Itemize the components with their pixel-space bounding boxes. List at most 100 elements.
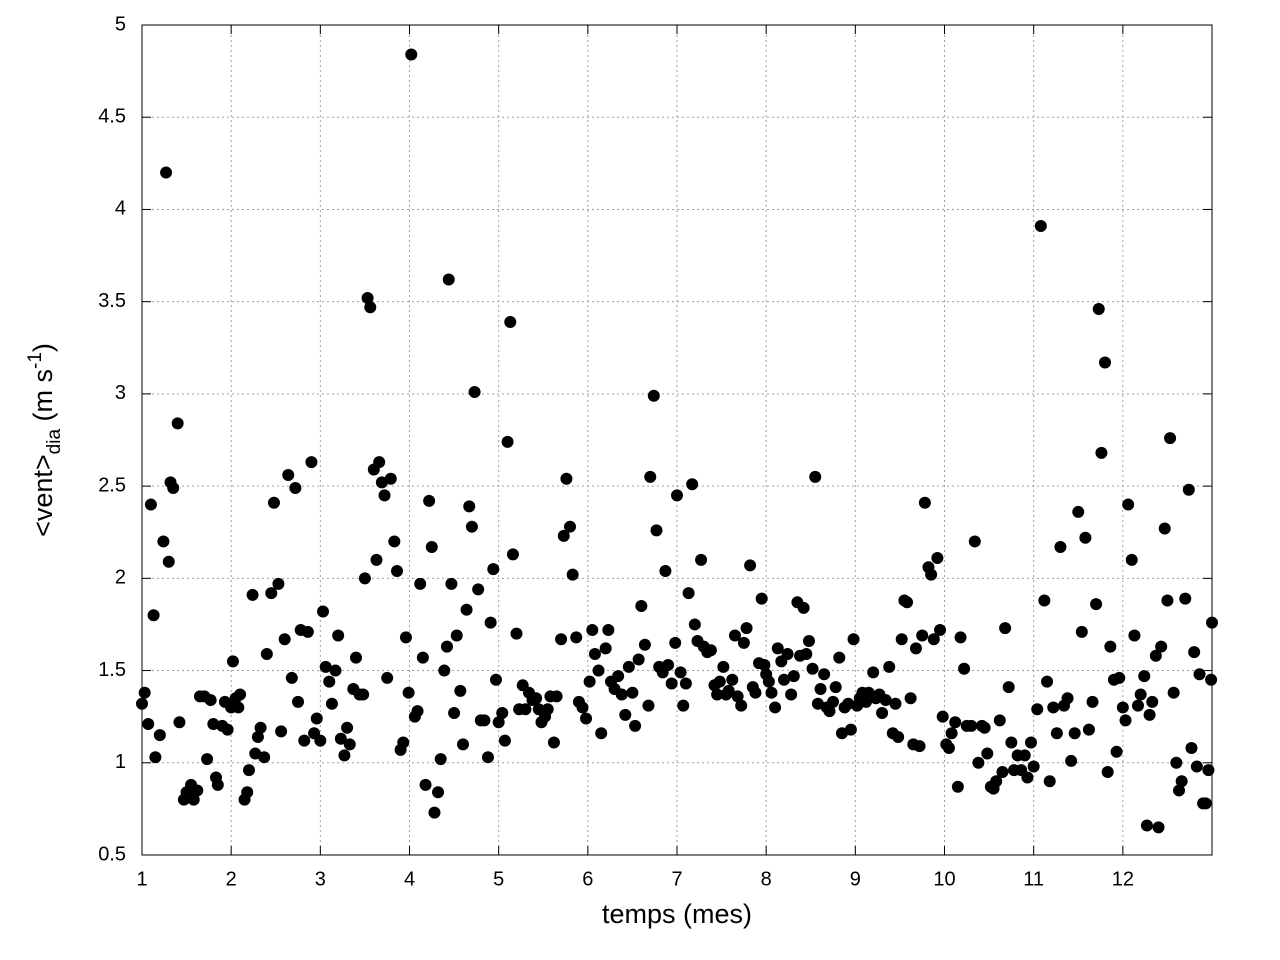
data-point bbox=[373, 456, 386, 469]
data-point bbox=[599, 642, 612, 655]
data-point bbox=[468, 386, 481, 399]
data-point bbox=[272, 577, 285, 590]
data-point bbox=[602, 623, 615, 636]
data-point bbox=[647, 389, 660, 402]
data-point bbox=[586, 623, 599, 636]
data-point bbox=[144, 498, 157, 511]
data-point bbox=[191, 784, 204, 797]
data-point bbox=[1185, 742, 1198, 755]
data-point bbox=[671, 489, 683, 502]
y-label-unit: (m s bbox=[28, 369, 58, 429]
data-point bbox=[785, 688, 798, 701]
y-tick-label: 3.5 bbox=[98, 290, 126, 312]
data-point bbox=[1043, 775, 1056, 788]
data-point bbox=[1065, 754, 1078, 767]
points bbox=[136, 48, 1218, 834]
data-point bbox=[827, 695, 840, 708]
data-point bbox=[211, 778, 224, 791]
data-point bbox=[1110, 745, 1123, 758]
data-point bbox=[1082, 723, 1095, 736]
data-point bbox=[1167, 686, 1180, 699]
data-point bbox=[338, 749, 351, 762]
data-point bbox=[472, 583, 485, 596]
data-point bbox=[1079, 531, 1092, 544]
data-point bbox=[1116, 701, 1129, 714]
data-point bbox=[802, 635, 815, 648]
data-point bbox=[419, 778, 432, 791]
data-point bbox=[762, 675, 775, 688]
data-point bbox=[1086, 695, 1099, 708]
y-tick-label: 5 bbox=[115, 13, 126, 35]
data-point bbox=[728, 629, 741, 642]
data-point bbox=[800, 647, 813, 660]
data-point bbox=[1138, 670, 1151, 683]
data-point bbox=[650, 524, 663, 537]
data-point bbox=[397, 736, 410, 749]
data-point bbox=[669, 636, 682, 649]
data-point bbox=[267, 496, 280, 509]
data-point bbox=[405, 48, 418, 61]
data-point bbox=[319, 660, 332, 673]
data-point bbox=[1104, 640, 1117, 653]
data-point bbox=[160, 166, 173, 179]
data-point bbox=[913, 740, 926, 753]
data-point bbox=[1101, 766, 1114, 778]
data-point bbox=[305, 456, 318, 469]
data-point bbox=[704, 644, 717, 657]
data-point bbox=[1179, 592, 1192, 605]
data-point bbox=[954, 631, 967, 644]
data-point bbox=[149, 751, 162, 764]
data-point bbox=[1161, 594, 1174, 607]
data-point bbox=[370, 553, 383, 566]
data-point bbox=[411, 705, 424, 718]
data-point bbox=[592, 664, 605, 677]
data-point bbox=[207, 718, 220, 731]
data-point bbox=[570, 631, 583, 644]
data-point bbox=[814, 683, 827, 695]
data-point bbox=[1146, 695, 1159, 708]
data-point bbox=[860, 695, 873, 708]
data-point bbox=[243, 764, 255, 777]
data-point bbox=[350, 651, 362, 664]
data-point bbox=[357, 688, 370, 701]
data-point bbox=[332, 629, 345, 642]
data-point bbox=[454, 684, 467, 697]
data-point bbox=[677, 699, 690, 712]
data-point bbox=[659, 564, 672, 577]
data-point bbox=[879, 694, 892, 707]
data-point bbox=[560, 472, 573, 485]
data-point bbox=[425, 540, 438, 553]
data-point bbox=[434, 753, 447, 766]
data-point bbox=[619, 708, 632, 721]
data-point bbox=[936, 710, 949, 723]
data-point bbox=[958, 662, 971, 675]
data-point bbox=[241, 786, 254, 799]
data-point bbox=[1119, 714, 1132, 727]
data-point bbox=[1170, 756, 1183, 769]
data-point bbox=[1202, 764, 1215, 777]
data-point bbox=[463, 500, 476, 513]
data-point bbox=[844, 723, 857, 736]
data-point bbox=[818, 668, 831, 681]
data-point bbox=[381, 671, 394, 684]
data-point bbox=[414, 577, 427, 590]
data-point bbox=[1143, 708, 1156, 721]
data-point bbox=[1173, 784, 1186, 797]
data-point bbox=[1125, 553, 1138, 566]
data-point bbox=[758, 659, 771, 672]
data-point bbox=[595, 727, 608, 740]
data-point bbox=[965, 719, 978, 732]
data-point bbox=[1075, 625, 1088, 638]
x-tick-label: 12 bbox=[1112, 868, 1134, 890]
x-axis-label: temps (mes) bbox=[602, 899, 752, 929]
data-point bbox=[402, 686, 415, 699]
data-point bbox=[504, 315, 517, 328]
data-point bbox=[442, 273, 455, 286]
data-point bbox=[301, 625, 314, 638]
data-point bbox=[432, 786, 445, 799]
data-point bbox=[275, 725, 288, 738]
data-point bbox=[138, 686, 151, 699]
data-point bbox=[1158, 522, 1171, 535]
data-point bbox=[555, 633, 568, 646]
data-point bbox=[292, 695, 305, 708]
